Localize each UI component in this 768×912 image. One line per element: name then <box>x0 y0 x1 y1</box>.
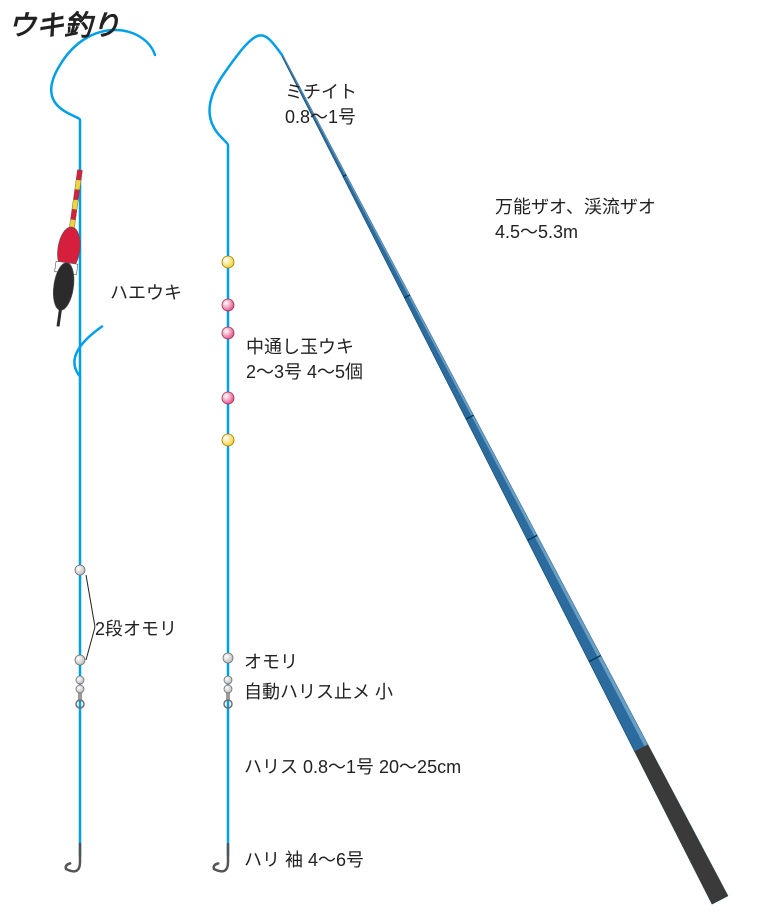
bead-icon <box>222 256 234 268</box>
sinker-icon <box>75 655 85 665</box>
title: ウキ釣り <box>8 4 120 44</box>
label-nidan: 2段オモリ <box>95 617 177 642</box>
sinker-icon <box>75 565 85 575</box>
float-haeuki <box>47 168 91 328</box>
bead-icon <box>222 392 234 404</box>
hook-icon <box>66 844 80 871</box>
rig1-line <box>51 30 155 855</box>
sinker-icon <box>76 685 84 693</box>
label-haeuki: ハエウキ <box>110 281 182 306</box>
label-hari: ハリ 袖 4〜6号 <box>244 848 364 873</box>
sinker-icon <box>76 676 84 684</box>
sinker-icon <box>224 676 232 684</box>
label-michito: ミチイト 0.8〜1号 <box>285 80 357 130</box>
bead-icon <box>222 434 234 446</box>
sinker-icon <box>224 685 232 693</box>
sinker-icon <box>223 653 233 663</box>
label-omori: オモリ <box>244 650 298 675</box>
hook-icon <box>214 844 228 871</box>
label-tamauki: 中通し玉ウキ 2〜3号 4〜5個 <box>246 335 363 385</box>
label-rod: 万能ザオ、渓流ザオ 4.5〜5.3m <box>495 195 656 245</box>
rig2-line <box>210 35 282 855</box>
bead-icon <box>222 327 234 339</box>
label-harisu: ハリス 0.8〜1号 20〜25cm <box>244 755 461 780</box>
label-harisudome: 自動ハリス止メ 小 <box>244 680 393 705</box>
bead-icon <box>222 299 234 311</box>
